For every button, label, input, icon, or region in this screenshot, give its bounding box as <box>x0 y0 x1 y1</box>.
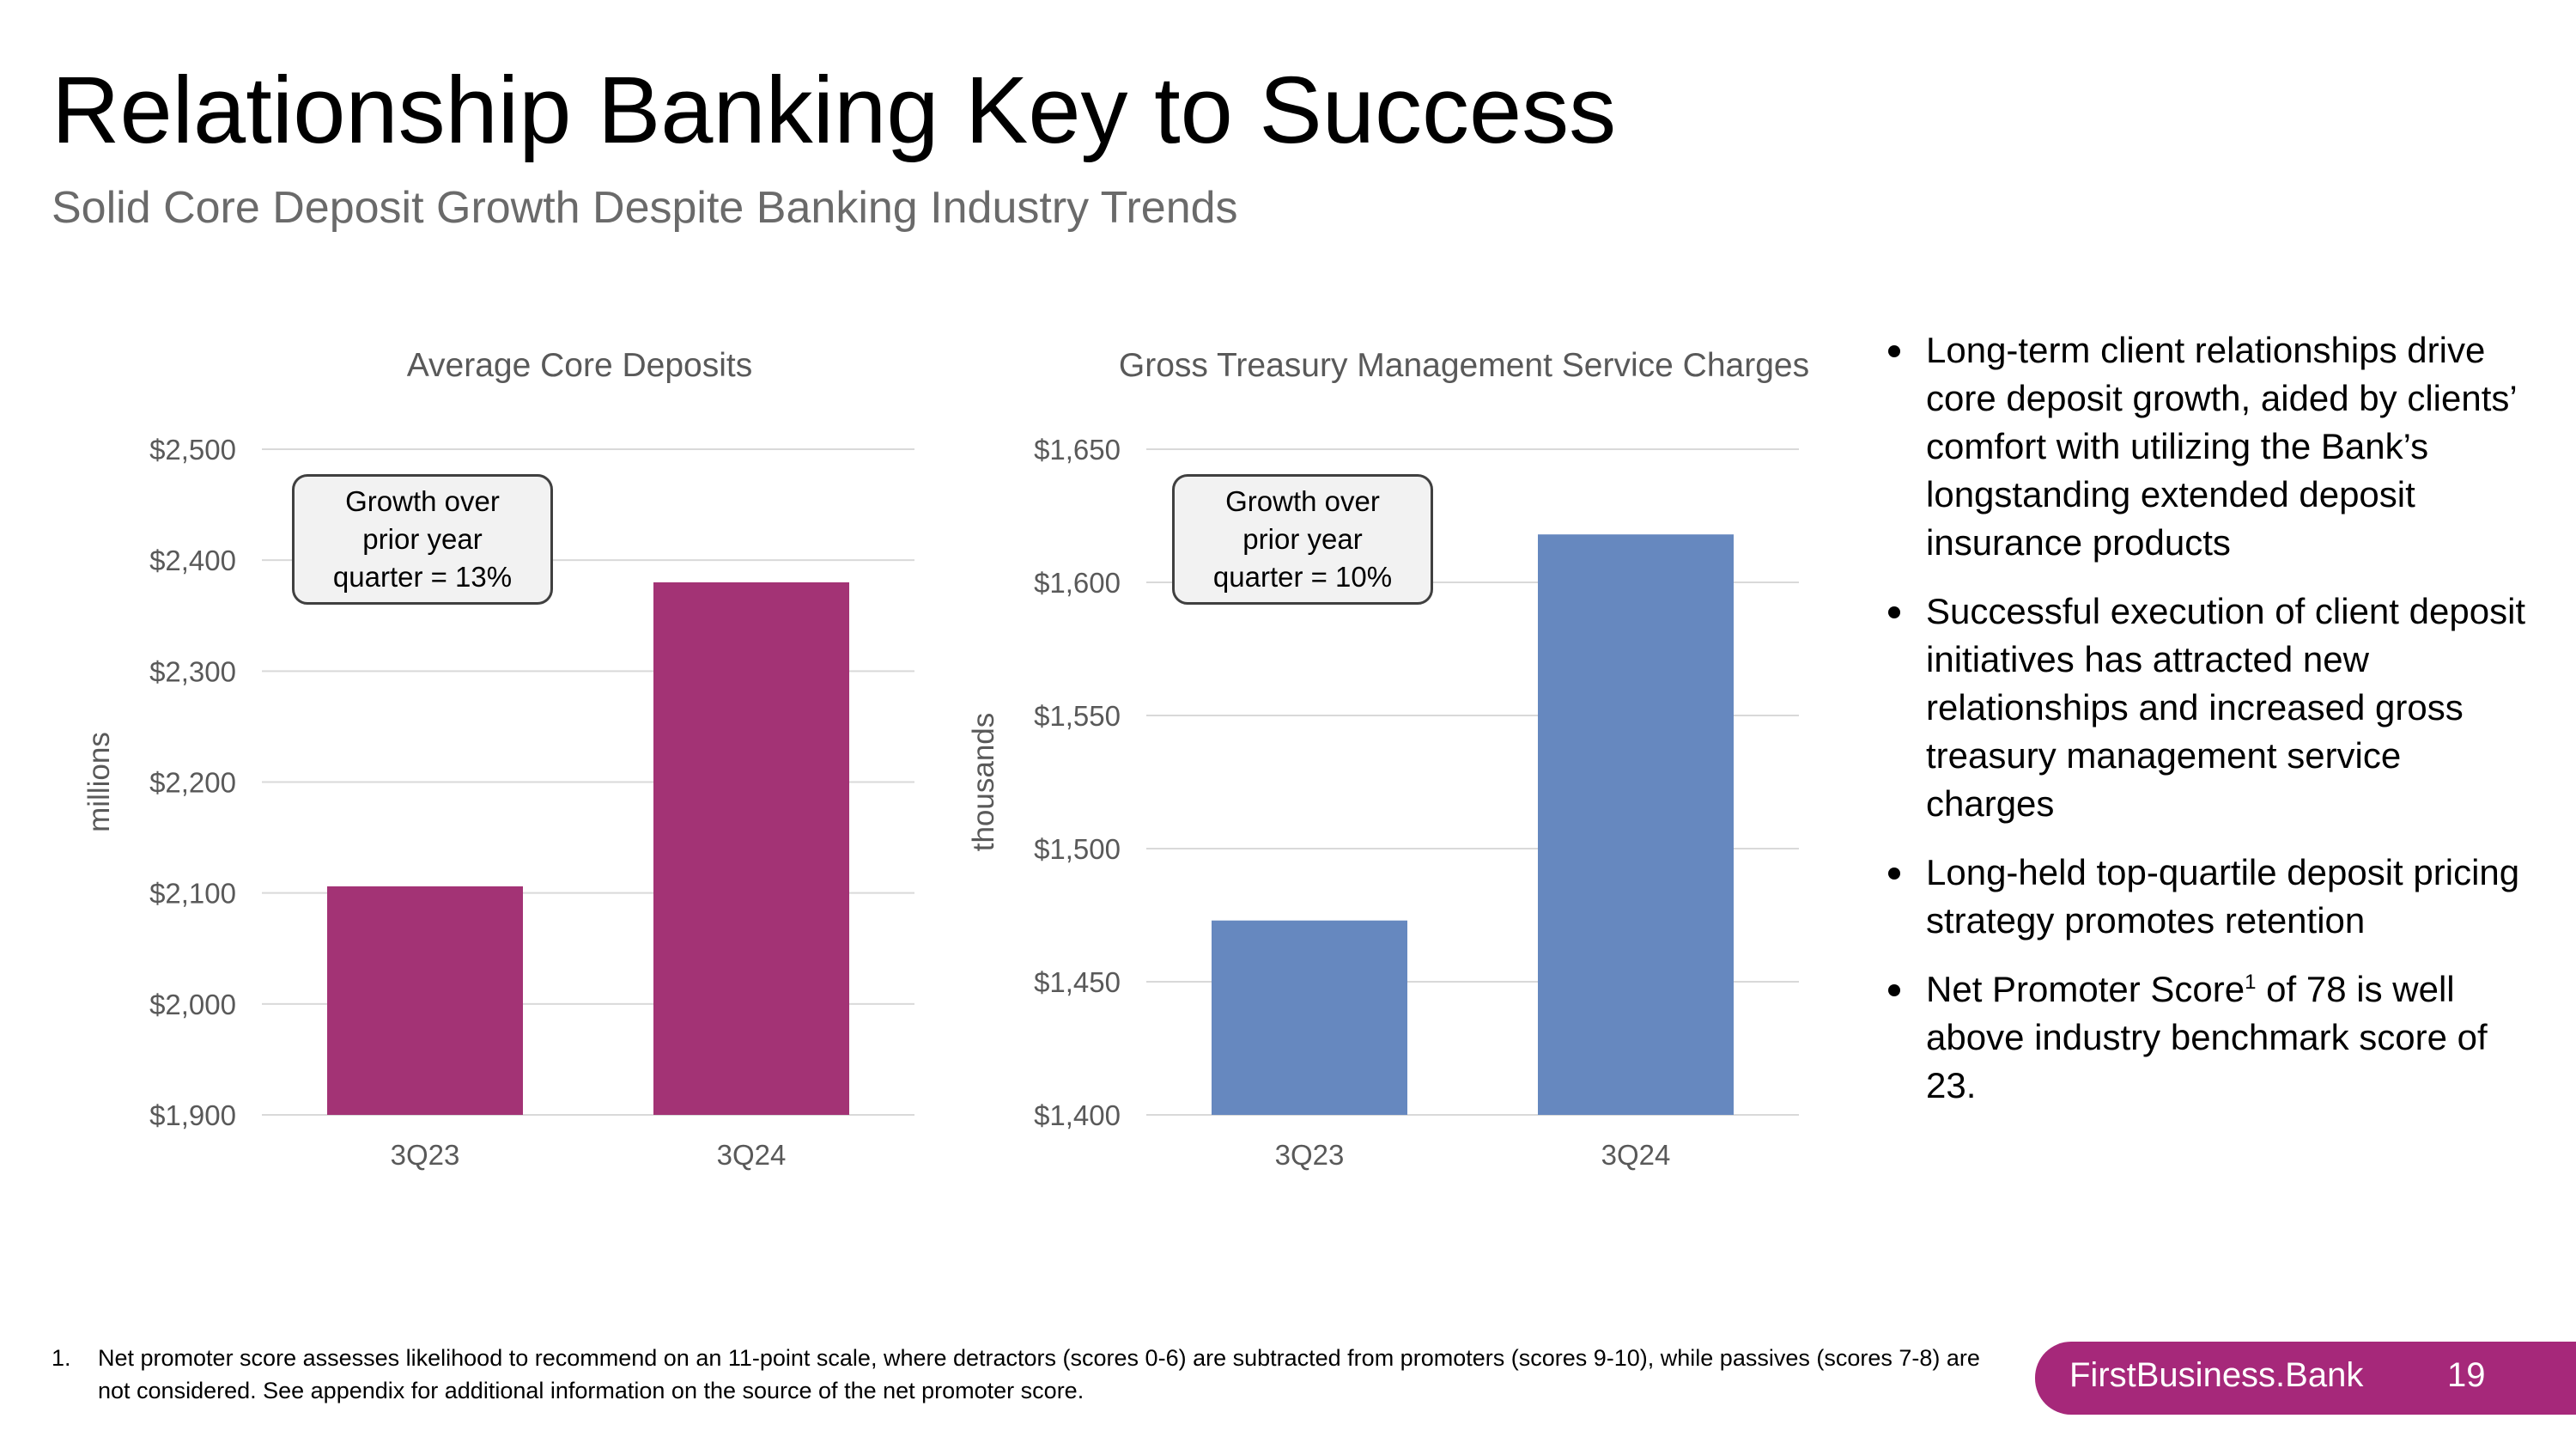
footnote-number: 1. <box>52 1345 71 1371</box>
bullet-text: Successful execution of client deposit i… <box>1926 591 2526 824</box>
bullet-icon <box>1888 868 1900 880</box>
slide-subtitle: Solid Core Deposit Growth Despite Bankin… <box>52 183 1238 233</box>
callout-line: Growth over <box>1225 485 1380 517</box>
key-points-list: Long-term client relationships drive cor… <box>1885 326 2537 1130</box>
y-tick-label: $1,500 <box>1034 833 1121 865</box>
x-tick-label: 3Q24 <box>717 1139 787 1171</box>
chart-svg: Gross Treasury Management Service Charge… <box>967 347 1809 1171</box>
y-tick-label: $1,650 <box>1034 434 1121 466</box>
x-tick-label: 3Q24 <box>1601 1139 1671 1171</box>
chart-title: Gross Treasury Management Service Charge… <box>1119 347 1809 384</box>
growth-callout: Growth over prior year quarter = 13% <box>292 474 553 605</box>
y-axis-label: millions <box>82 732 116 832</box>
y-tick-label: $1,900 <box>149 1099 236 1131</box>
callout-line: Growth over <box>345 485 500 517</box>
bullet-item: Long-held top-quartile deposit pricing s… <box>1885 849 2537 945</box>
bullet-icon <box>1888 345 1900 357</box>
y-tick-label: $2,500 <box>149 434 236 466</box>
callout-line: quarter = 10% <box>1212 561 1393 593</box>
y-tick-label: $2,000 <box>149 989 236 1020</box>
treasury-management-charges-chart: Gross Treasury Management Service Charge… <box>953 326 1829 1171</box>
x-tick-label: 3Q23 <box>1275 1139 1345 1171</box>
callout-line: prior year <box>1242 523 1363 555</box>
bullet-text-start: Net Promoter Score <box>1926 969 2245 1009</box>
callout-line: quarter = 13% <box>332 561 513 593</box>
footer-brand-bar: FirstBusiness.Bank 19 <box>2035 1342 2576 1415</box>
bullet-item: Net Promoter Score1 of 78 is well above … <box>1885 965 2537 1110</box>
bar-3q23 <box>1212 920 1407 1115</box>
y-tick-label: $1,450 <box>1034 966 1121 998</box>
bar-3q23 <box>327 886 523 1115</box>
y-tick-label: $1,400 <box>1034 1099 1121 1131</box>
footnote-text: Net promoter score assesses likelihood t… <box>98 1345 1980 1403</box>
page-number: 19 <box>2447 1356 2486 1394</box>
bullet-item: Successful execution of client deposit i… <box>1885 588 2537 828</box>
slide-title: Relationship Banking Key to Success <box>52 58 1617 163</box>
y-tick-label: $2,100 <box>149 878 236 910</box>
bullet-text: Long-term client relationships drive cor… <box>1926 330 2517 563</box>
bar-3q24 <box>653 582 849 1115</box>
bar-3q24 <box>1538 534 1734 1115</box>
bullet-text-end: of 78 is well above industry benchmark s… <box>1926 969 2488 1105</box>
bullet-text: Long-held top-quartile deposit pricing s… <box>1926 852 2520 941</box>
y-tick-label: $1,550 <box>1034 700 1121 732</box>
y-tick-label: $2,200 <box>149 767 236 799</box>
y-tick-label: $2,400 <box>149 545 236 576</box>
brand-name: FirstBusiness.Bank <box>2069 1356 2364 1394</box>
bullet-icon <box>1888 606 1900 618</box>
bullet-item: Long-term client relationships drive cor… <box>1885 326 2537 567</box>
bullet-icon <box>1888 984 1900 996</box>
chart-svg: Average Core Deposits $1,900 $2,000 $2,100 $… <box>82 347 914 1171</box>
footnote-reference: 1 <box>2245 971 2257 994</box>
y-tick-label: $2,300 <box>149 655 236 687</box>
chart-title: Average Core Deposits <box>407 347 753 384</box>
x-tick-label: 3Q23 <box>391 1139 460 1171</box>
y-axis-label: thousands <box>967 713 1000 852</box>
footnote: 1. Net promoter score assesses likelihoo… <box>52 1342 2018 1407</box>
growth-callout: Growth over prior year quarter = 10% <box>1172 474 1433 605</box>
callout-line: prior year <box>362 523 483 555</box>
y-tick-label: $1,600 <box>1034 567 1121 599</box>
average-core-deposits-chart: Average Core Deposits $1,900 $2,000 $2,100 $… <box>69 326 945 1171</box>
